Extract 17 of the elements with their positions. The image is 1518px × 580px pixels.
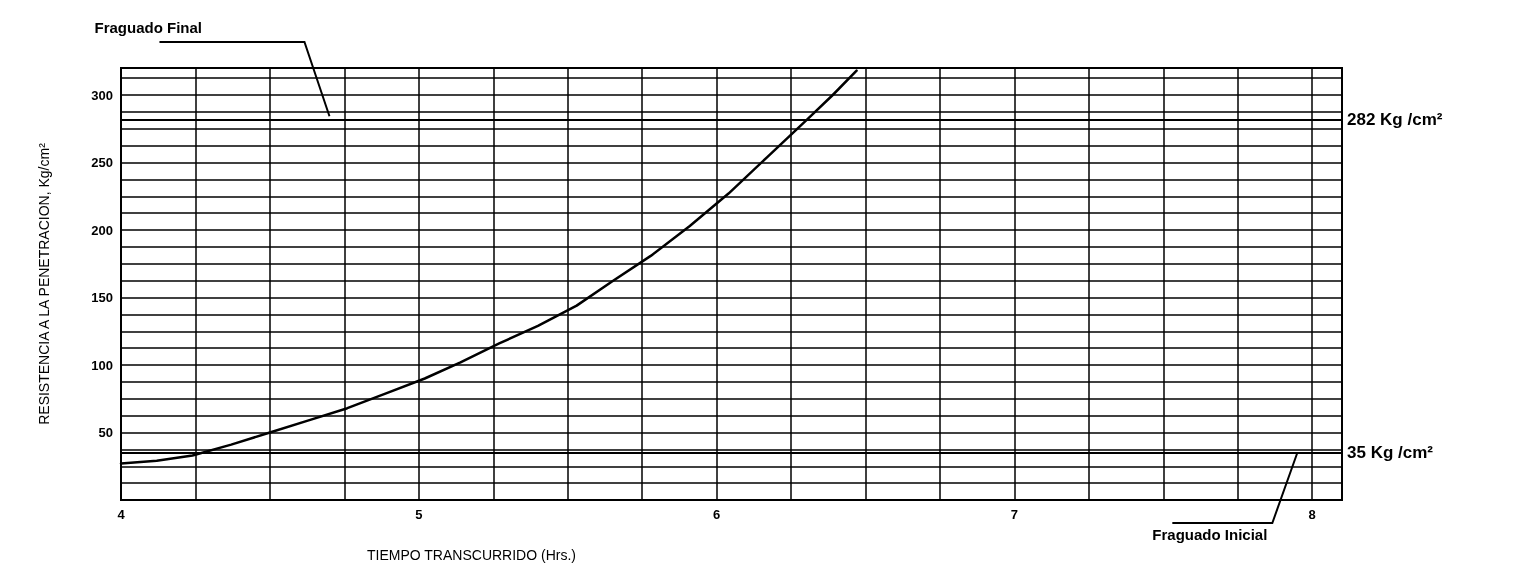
y-tick-label: 50 <box>98 425 113 440</box>
y-tick-label: 100 <box>91 357 113 373</box>
ref-line-label: 35 Kg /cm² <box>1347 443 1434 463</box>
x-tick-label: 8 <box>1308 507 1316 522</box>
ref-line-label: 282 Kg /cm² <box>1347 109 1443 129</box>
x-tick-label: 6 <box>712 507 721 522</box>
x-axis-title: TIEMPO TRANSCURRIDO (Hrs.) <box>367 547 576 563</box>
x-tick-label: 7 <box>1010 507 1019 522</box>
y-tick-label: 200 <box>91 222 113 238</box>
y-tick-label: 150 <box>91 290 113 305</box>
annotation: Fraguado Inicial <box>1152 526 1268 543</box>
y-axis-title: RESISTENCIA A LA PENETRACION, Kg/cm² <box>36 142 52 425</box>
annotation: Fraguado Final <box>94 19 202 36</box>
y-tick-label: 300 <box>91 87 113 103</box>
y-tick-label: 250 <box>91 155 113 170</box>
x-tick-label: 4 <box>117 507 126 522</box>
x-tick-label: 5 <box>415 507 423 522</box>
